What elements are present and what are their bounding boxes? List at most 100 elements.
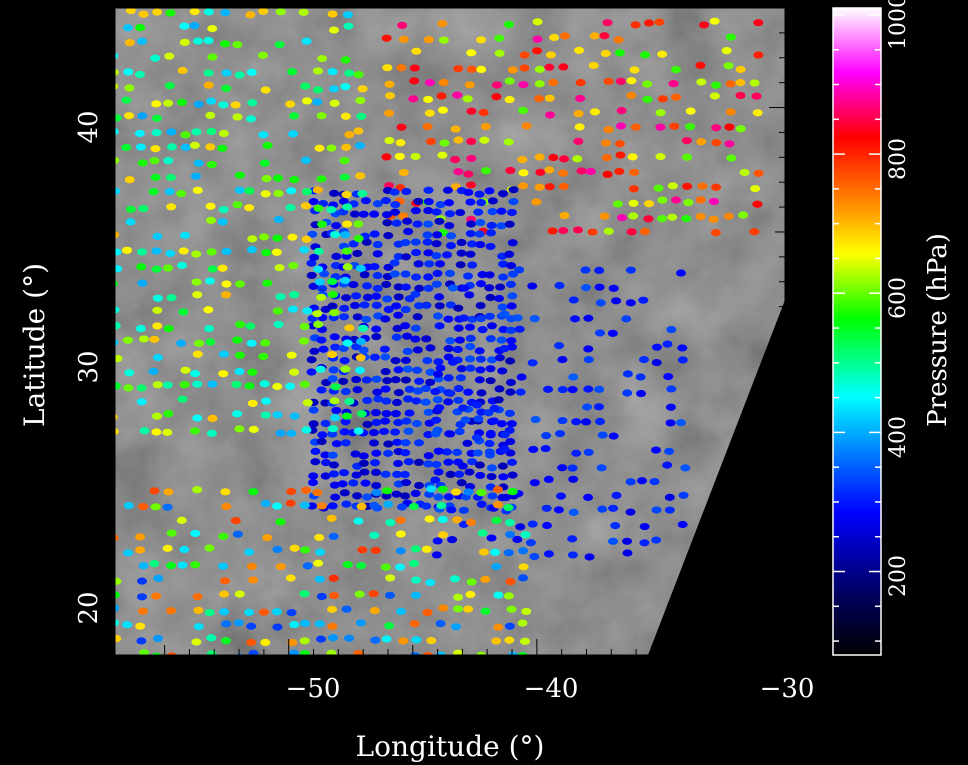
retrieval-point: [399, 470, 410, 479]
retrieval-point: [530, 415, 541, 424]
retrieval-point: [353, 127, 364, 135]
retrieval-point: [192, 486, 203, 494]
retrieval-point: [507, 487, 518, 496]
retrieval-point: [299, 246, 310, 254]
retrieval-point: [467, 261, 478, 269]
retrieval-point: [498, 325, 509, 334]
retrieval-point: [306, 356, 317, 364]
retrieval-point: [326, 205, 337, 214]
retrieval-point: [308, 197, 319, 206]
retrieval-point: [487, 197, 498, 205]
retrieval-point: [163, 324, 174, 333]
retrieval-point: [206, 634, 217, 642]
retrieval-point: [357, 546, 368, 554]
retrieval-point: [517, 155, 528, 164]
retrieval-point: [498, 260, 509, 268]
retrieval-point: [497, 367, 508, 375]
retrieval-point: [545, 111, 556, 119]
retrieval-point: [583, 356, 594, 364]
retrieval-point: [685, 123, 696, 131]
retrieval-point: [115, 634, 122, 643]
retrieval-point: [331, 440, 342, 448]
retrieval-point: [504, 77, 515, 85]
retrieval-point: [135, 546, 146, 554]
retrieval-point: [612, 200, 623, 208]
retrieval-point: [431, 208, 442, 216]
colorbar-tick-label-200: 200: [886, 555, 911, 597]
retrieval-point: [299, 619, 310, 627]
retrieval-point: [395, 516, 406, 524]
retrieval-point: [153, 634, 164, 643]
retrieval-point: [435, 260, 446, 268]
retrieval-point: [124, 176, 135, 184]
retrieval-point: [398, 637, 409, 645]
retrieval-point: [166, 529, 177, 537]
retrieval-point: [480, 575, 491, 583]
retrieval-point: [678, 491, 689, 499]
retrieval-point: [477, 326, 488, 334]
retrieval-point: [409, 620, 420, 628]
retrieval-point: [599, 32, 610, 40]
retrieval-point: [547, 227, 558, 235]
retrieval-point: [559, 211, 570, 220]
retrieval-point: [506, 605, 517, 613]
retrieval-point: [499, 345, 510, 353]
retrieval-point: [382, 219, 393, 227]
retrieval-point: [436, 501, 447, 510]
retrieval-point: [677, 356, 688, 364]
retrieval-point: [475, 240, 486, 249]
retrieval-point: [204, 544, 215, 552]
retrieval-point: [412, 387, 423, 395]
retrieval-point: [248, 649, 259, 655]
retrieval-point: [314, 278, 325, 286]
retrieval-point: [273, 189, 284, 198]
retrieval-point: [607, 329, 618, 337]
retrieval-point: [667, 182, 678, 190]
retrieval-point: [532, 18, 543, 26]
retrieval-point: [410, 324, 421, 332]
retrieval-point: [583, 385, 594, 393]
retrieval-point: [683, 198, 694, 207]
retrieval-point: [492, 501, 503, 509]
retrieval-point: [316, 175, 327, 183]
retrieval-point: [456, 365, 467, 373]
retrieval-point: [221, 620, 232, 628]
retrieval-point: [313, 559, 324, 567]
retrieval-point: [206, 248, 217, 256]
retrieval-point: [434, 322, 445, 330]
retrieval-point: [504, 220, 515, 228]
retrieval-point: [342, 203, 353, 211]
retrieval-point: [400, 283, 411, 291]
retrieval-point: [179, 38, 190, 46]
retrieval-point: [476, 500, 487, 508]
retrieval-point: [218, 205, 229, 214]
retrieval-point: [193, 100, 204, 108]
retrieval-point: [206, 161, 217, 169]
retrieval-point: [611, 491, 622, 499]
retrieval-point: [149, 560, 160, 568]
retrieval-point: [708, 215, 719, 223]
retrieval-point: [115, 187, 121, 195]
retrieval-point: [299, 380, 310, 388]
retrieval-point: [289, 291, 300, 299]
retrieval-point: [423, 220, 434, 228]
retrieval-point: [491, 516, 502, 524]
retrieval-point: [423, 198, 434, 206]
retrieval-point: [327, 502, 338, 510]
retrieval-point: [166, 128, 177, 136]
retrieval-point: [505, 280, 516, 288]
retrieval-point: [519, 51, 530, 59]
retrieval-point: [318, 345, 329, 353]
retrieval-point: [358, 452, 369, 460]
retrieval-point: [452, 91, 463, 99]
retrieval-point: [235, 320, 246, 329]
retrieval-point: [485, 365, 496, 373]
retrieval-point: [246, 638, 257, 647]
retrieval-point: [219, 590, 230, 598]
retrieval-point: [433, 312, 444, 320]
retrieval-point: [125, 218, 136, 226]
retrieval-point: [512, 535, 523, 544]
retrieval-point: [285, 382, 296, 390]
retrieval-point: [484, 448, 495, 456]
